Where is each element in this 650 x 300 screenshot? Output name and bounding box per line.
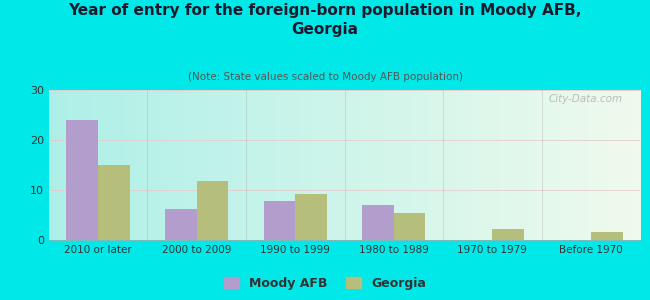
Legend: Moody AFB, Georgia: Moody AFB, Georgia xyxy=(220,273,430,294)
Bar xyxy=(196,181,228,240)
Text: Year of entry for the foreign-born population in Moody AFB,
Georgia: Year of entry for the foreign-born popul… xyxy=(68,3,582,37)
Bar xyxy=(295,194,327,240)
Bar xyxy=(362,205,394,240)
Text: City-Data.com: City-Data.com xyxy=(549,94,623,104)
Text: (Note: State values scaled to Moody AFB population): (Note: State values scaled to Moody AFB … xyxy=(187,72,463,82)
Bar xyxy=(394,212,425,240)
Bar xyxy=(66,120,98,240)
Bar xyxy=(591,232,623,240)
Bar xyxy=(98,165,129,240)
Bar xyxy=(493,229,524,240)
Bar xyxy=(165,209,196,240)
Bar xyxy=(264,201,295,240)
